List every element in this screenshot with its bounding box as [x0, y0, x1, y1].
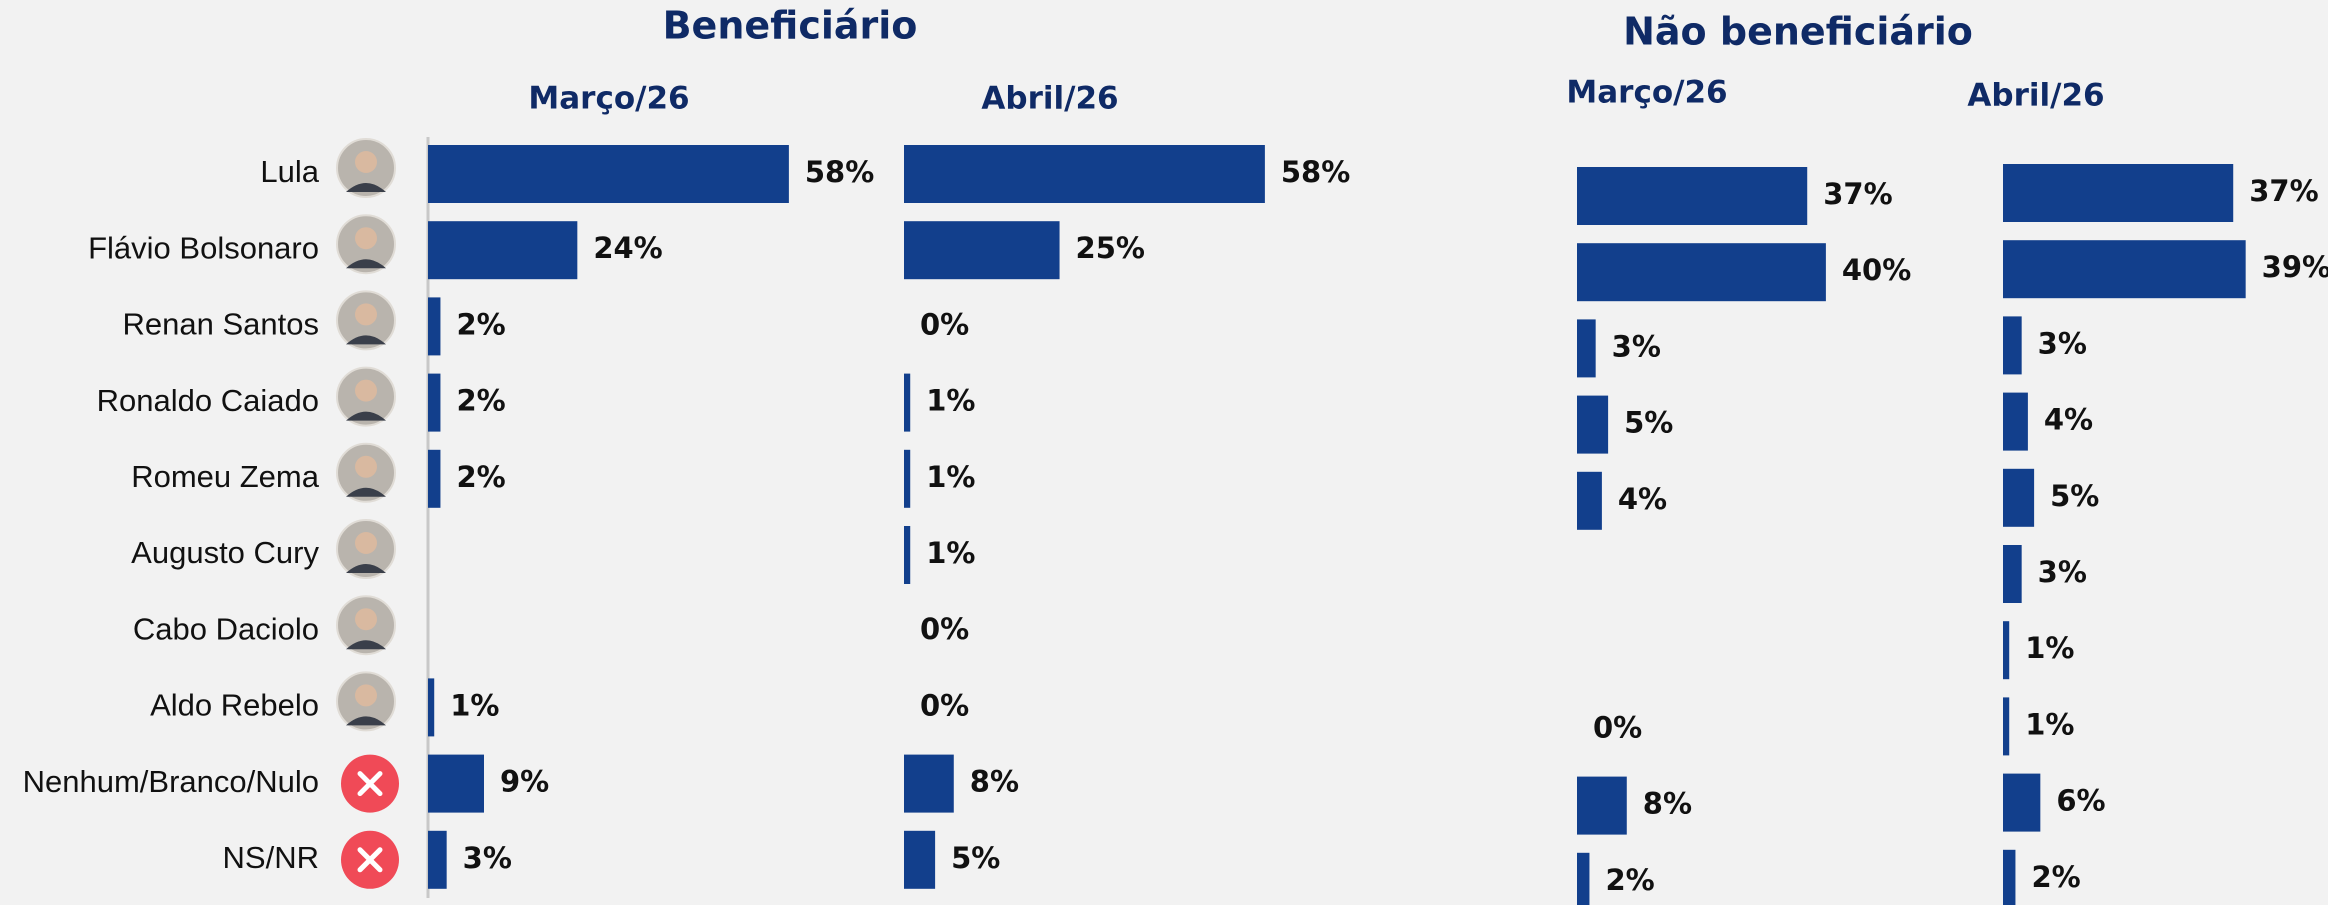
bar	[904, 450, 910, 508]
panel-title: Março/26	[528, 81, 689, 117]
category-label: Nenhum/Branco/Nulo	[23, 764, 319, 799]
value-label: 4%	[2044, 403, 2093, 437]
value-label: 1%	[2025, 707, 2074, 741]
value-label: 6%	[2056, 784, 2105, 818]
bar	[904, 755, 954, 813]
bar	[904, 831, 935, 889]
category-label: Romeu Zema	[131, 459, 320, 494]
value-label: 2%	[1605, 863, 1654, 897]
avatar-face	[355, 532, 377, 554]
bar	[1577, 243, 1826, 301]
value-label: 1%	[2025, 631, 2074, 665]
category-label: Flávio Bolsonaro	[88, 230, 319, 265]
value-label: 24%	[593, 231, 662, 265]
category-label: Ronaldo Caiado	[97, 383, 319, 418]
value-label: 0%	[920, 612, 969, 646]
category-label: Augusto Cury	[131, 535, 319, 570]
avatar-face	[355, 608, 377, 630]
group-title: Beneficiário	[663, 4, 918, 48]
bar	[904, 145, 1265, 203]
value-label: 2%	[456, 307, 505, 341]
bar	[2003, 697, 2009, 755]
value-label: 39%	[2262, 250, 2328, 284]
value-label: 25%	[1076, 231, 1145, 265]
value-label: 58%	[805, 155, 874, 189]
bar	[2003, 316, 2022, 374]
value-label: 4%	[1618, 482, 1667, 516]
value-label: 2%	[456, 460, 505, 494]
chart: Beneficiário Não beneficiário Lula Flávio…	[0, 0, 2328, 905]
bar	[1577, 853, 1589, 905]
avatar-face	[355, 227, 377, 249]
value-label: 1%	[926, 460, 975, 494]
avatar-face	[355, 151, 377, 173]
panel-title: Abril/26	[1967, 78, 2104, 114]
category-label: NS/NR	[223, 840, 319, 875]
bar	[428, 678, 434, 736]
value-label: 1%	[926, 536, 975, 570]
value-label: 3%	[2038, 326, 2087, 360]
value-label: 5%	[2050, 479, 2099, 513]
bar	[428, 221, 577, 279]
panel-title: Março/26	[1566, 75, 1727, 111]
category-label: Aldo Rebelo	[150, 688, 319, 723]
value-label: 37%	[1823, 177, 1892, 211]
bar	[1577, 319, 1596, 377]
bar	[1577, 396, 1608, 454]
avatar-face	[355, 380, 377, 402]
value-label: 2%	[456, 384, 505, 418]
bar	[2003, 469, 2034, 527]
bar	[428, 145, 789, 203]
avatar-face	[355, 456, 377, 478]
avatar-face	[355, 684, 377, 706]
value-label: 1%	[450, 688, 499, 722]
value-label: 9%	[500, 765, 549, 799]
page: {"groups": ["Beneficiário", "Não benefic…	[0, 0, 2328, 905]
value-label: 40%	[1842, 253, 1911, 287]
bar	[428, 755, 484, 813]
value-label: 58%	[1281, 155, 1350, 189]
bar	[2003, 240, 2246, 298]
bar	[2003, 164, 2233, 222]
bar	[2003, 850, 2015, 905]
bar	[2003, 545, 2022, 603]
bar	[2003, 393, 2028, 451]
bar	[1577, 472, 1602, 530]
category-label: Renan Santos	[123, 307, 319, 342]
bar	[904, 221, 1060, 279]
value-label: 0%	[1593, 710, 1642, 744]
value-label: 5%	[1624, 406, 1673, 440]
bar	[428, 374, 440, 432]
bar	[1577, 777, 1627, 835]
value-label: 3%	[463, 841, 512, 875]
category-label: Cabo Daciolo	[133, 611, 319, 646]
bar	[428, 297, 440, 355]
avatar-face	[355, 303, 377, 325]
value-label: 8%	[1643, 787, 1692, 821]
value-label: 0%	[920, 307, 969, 341]
value-label: 0%	[920, 688, 969, 722]
value-label: 37%	[2249, 174, 2318, 208]
bar	[2003, 774, 2040, 832]
value-label: 5%	[951, 841, 1000, 875]
bar	[904, 374, 910, 432]
value-label: 8%	[970, 765, 1019, 799]
bar	[428, 450, 440, 508]
category-label: Lula	[260, 154, 319, 189]
value-label: 1%	[926, 384, 975, 418]
group-title: Não beneficiário	[1623, 10, 1973, 54]
bar	[428, 831, 447, 889]
value-label: 3%	[2038, 555, 2087, 589]
bar	[904, 526, 910, 584]
bar	[1577, 167, 1807, 225]
value-label: 2%	[2031, 860, 2080, 894]
value-label: 3%	[1612, 329, 1661, 363]
panel-title: Abril/26	[981, 81, 1118, 117]
bar	[2003, 621, 2009, 679]
